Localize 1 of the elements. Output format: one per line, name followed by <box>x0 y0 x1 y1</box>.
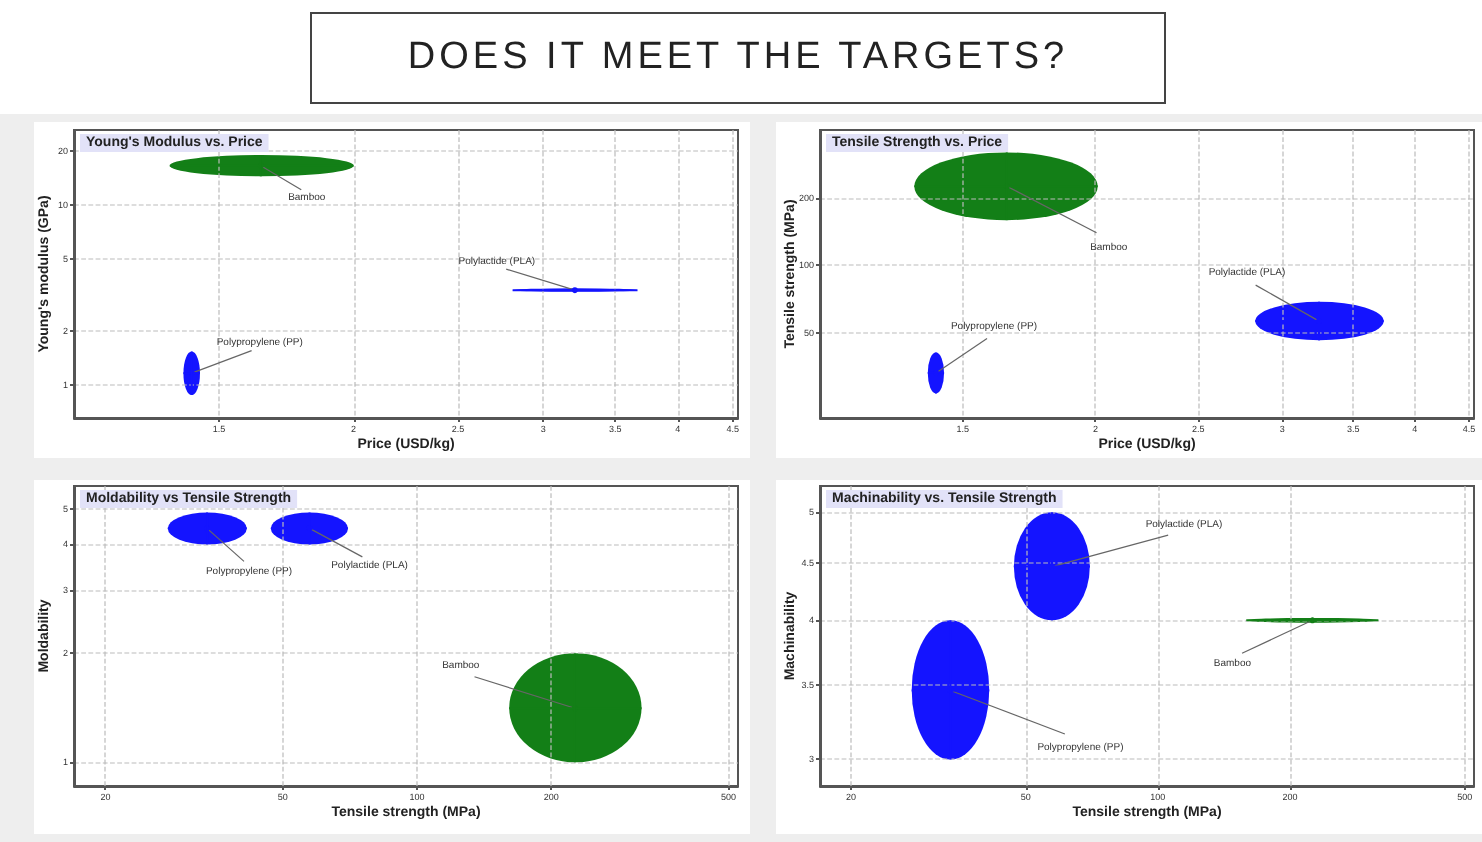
text: DOES IT MEET THE TARGETS? <box>310 12 1166 104</box>
